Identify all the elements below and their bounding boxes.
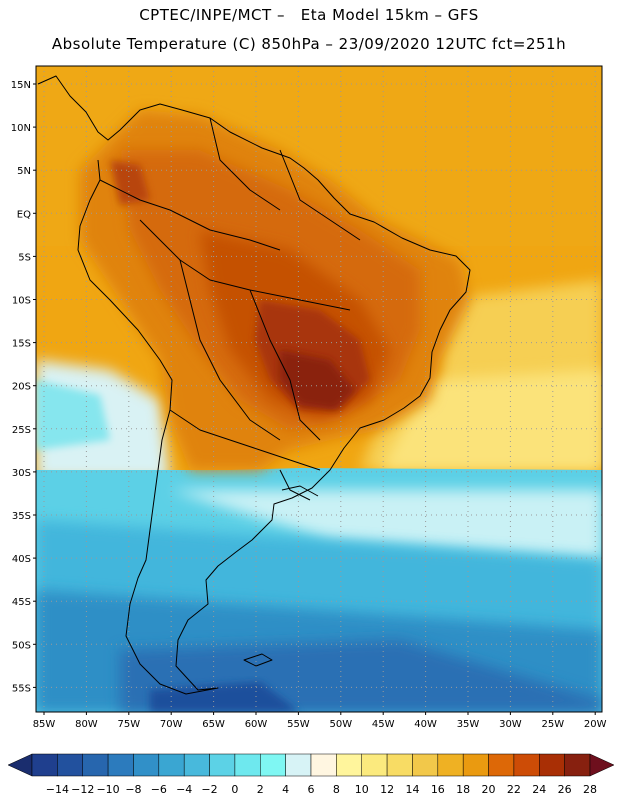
colorbar-labels: −14 −12 −10 −8 −6 −4 −2 0 2 4 6 8 10 12 14 16 18 20 22 24 26…	[46, 783, 597, 796]
colorbar-label: 20	[482, 783, 496, 796]
colorbar-box	[234, 753, 261, 777]
lat-label: 10N	[11, 123, 31, 134]
colorbar-label: 24	[532, 783, 546, 796]
colorbar-box	[133, 753, 160, 777]
lat-label: 40S	[12, 554, 31, 565]
colorbar-box	[336, 753, 362, 777]
colorbar-label: −4	[176, 783, 192, 796]
colorbar-box	[539, 753, 565, 777]
colorbar-box	[158, 753, 185, 777]
lon-label: 60W	[245, 719, 268, 730]
lat-label: 25S	[12, 425, 31, 436]
colorbar-box	[31, 753, 58, 777]
lon-label: 65W	[202, 719, 225, 730]
colorbar-box	[57, 753, 83, 777]
lon-label: 75W	[117, 719, 140, 730]
temperature-map: 15N 10N 5N EQ 5S 10S 15S 20S 25S 30S 35S 40S 45S 50S 5…	[11, 65, 607, 730]
lat-label: 50S	[12, 640, 31, 651]
colorbar-label: 2	[257, 783, 264, 796]
colorbar-label: 8	[333, 783, 340, 796]
lat-label: 55S	[12, 683, 31, 694]
colorbar-label: 4	[282, 783, 289, 796]
colorbar-box	[437, 753, 464, 777]
lon-label: 35W	[457, 719, 480, 730]
colorbar-label: 12	[380, 783, 394, 796]
colorbar-label: 18	[456, 783, 470, 796]
lon-label: 80W	[75, 719, 98, 730]
colorbar-label: 14	[405, 783, 419, 796]
colorbar-box	[513, 753, 540, 777]
colorbar-label: 22	[507, 783, 521, 796]
colorbar-box	[488, 753, 515, 777]
temperature-field	[36, 66, 602, 712]
colorbar-box	[386, 753, 413, 777]
lon-label: 40W	[414, 719, 437, 730]
colorbar: −14 −12 −10 −8 −6 −4 −2 0 2 4 6 8 10 12 14 16 18 20 22 24 26…	[7, 753, 615, 796]
lat-label: 15N	[11, 80, 31, 91]
colorbar-label: 6	[308, 783, 315, 796]
lon-label: 70W	[160, 719, 183, 730]
colorbar-label: −8	[125, 783, 141, 796]
lon-label: 30W	[499, 719, 522, 730]
lat-label: 30S	[12, 468, 31, 479]
lat-label: 5N	[17, 166, 31, 177]
lon-label: 45W	[372, 719, 395, 730]
coastlines-borders	[37, 75, 471, 695]
lon-label: 50W	[329, 719, 352, 730]
colorbar-label: −10	[96, 783, 119, 796]
colorbar-label: 16	[431, 783, 445, 796]
colorbar-label: 10	[355, 783, 369, 796]
colorbar-label: −2	[201, 783, 217, 796]
lon-label: 85W	[33, 719, 56, 730]
lon-label: 20W	[584, 719, 607, 730]
colorbar-box	[462, 753, 489, 777]
title-line-2: Absolute Temperature (C) 850hPa – 23/09/…	[51, 35, 567, 53]
colorbar-boxes	[7, 753, 615, 777]
lat-label: 35S	[12, 511, 31, 522]
colorbar-label: −6	[151, 783, 167, 796]
title-line-1: CPTEC/INPE/MCT – Eta Model 15km – GFS	[139, 6, 479, 24]
colorbar-label: 26	[558, 783, 572, 796]
colorbar-box	[260, 753, 286, 777]
colorbar-over-arrow	[589, 753, 615, 777]
map-frame	[35, 65, 603, 713]
colorbar-box	[82, 753, 109, 777]
lat-label: 45S	[12, 597, 31, 608]
colorbar-box	[564, 753, 591, 777]
colorbar-under-arrow	[7, 753, 33, 777]
colorbar-label: −14	[46, 783, 69, 796]
lat-label: 5S	[18, 252, 31, 263]
lat-label: 10S	[12, 296, 31, 307]
lon-label: 25W	[541, 719, 564, 730]
colorbar-label: −12	[71, 783, 94, 796]
colorbar-label: 28	[583, 783, 597, 796]
colorbar-box	[209, 753, 236, 777]
lat-label: EQ	[17, 209, 31, 220]
colorbar-box	[107, 753, 134, 777]
lon-label: 55W	[287, 719, 310, 730]
colorbar-box	[310, 753, 337, 777]
colorbar-box	[412, 753, 439, 777]
colorbar-label: 0	[231, 783, 238, 796]
latitude-labels: 15N 10N 5N EQ 5S 10S 15S 20S 25S 30S 35S 40S 45S 50S 5…	[11, 80, 36, 694]
lat-label: 15S	[12, 339, 31, 350]
colorbar-box	[361, 753, 388, 777]
lat-label: 20S	[12, 382, 31, 393]
colorbar-box	[285, 753, 312, 777]
longitude-labels: 85W 80W 75W 70W 65W 60W 55W 50W 45W 40W 35W 30W 25W 2…	[33, 712, 607, 730]
colorbar-box	[183, 753, 210, 777]
